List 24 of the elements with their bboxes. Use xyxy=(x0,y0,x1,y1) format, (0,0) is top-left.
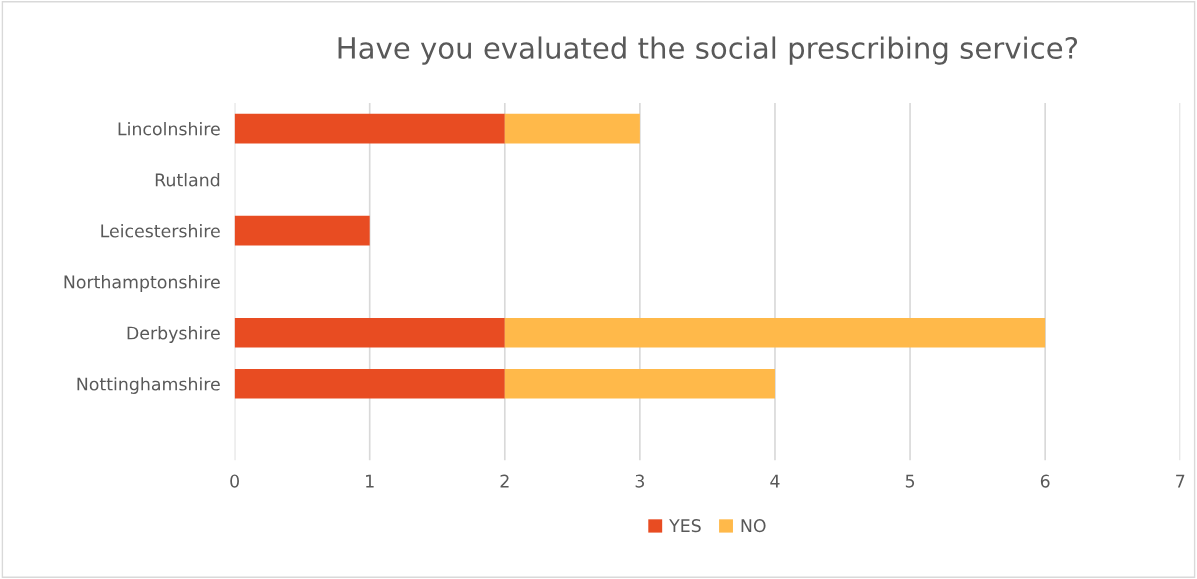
y-tick-label: Northamptonshire xyxy=(64,275,220,292)
bar xyxy=(234,317,505,348)
y-tick-label: Rutland xyxy=(155,173,220,187)
y-tick-label: Nottinghamshire xyxy=(77,377,220,394)
x-tick-label: 2 xyxy=(500,474,509,488)
y-tick-label: Leicestershire xyxy=(101,224,220,238)
x-tick-label: 3 xyxy=(635,474,645,488)
legend-label: NO xyxy=(741,519,766,533)
bar xyxy=(234,368,505,399)
bar xyxy=(504,113,640,144)
y-tick-label: Lincolnshire xyxy=(118,121,220,136)
bar xyxy=(234,215,370,246)
bar xyxy=(504,317,1046,348)
bar xyxy=(504,368,775,399)
bar xyxy=(234,113,505,144)
x-tick-label: 0 xyxy=(230,474,239,488)
y-tick-label: Derbyshire xyxy=(127,326,220,343)
legend-label: YES xyxy=(669,519,701,533)
x-tick-label: 5 xyxy=(905,474,915,488)
x-tick-label: 4 xyxy=(770,474,780,488)
x-tick-label: 6 xyxy=(1040,474,1050,488)
x-tick-label: 7 xyxy=(1176,474,1185,488)
x-tick-label: 1 xyxy=(366,474,374,488)
chart-title: Have you evaluated the social prescribing service? xyxy=(338,36,1078,65)
